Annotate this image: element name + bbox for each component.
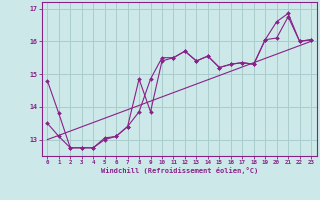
X-axis label: Windchill (Refroidissement éolien,°C): Windchill (Refroidissement éolien,°C) [100, 167, 258, 174]
